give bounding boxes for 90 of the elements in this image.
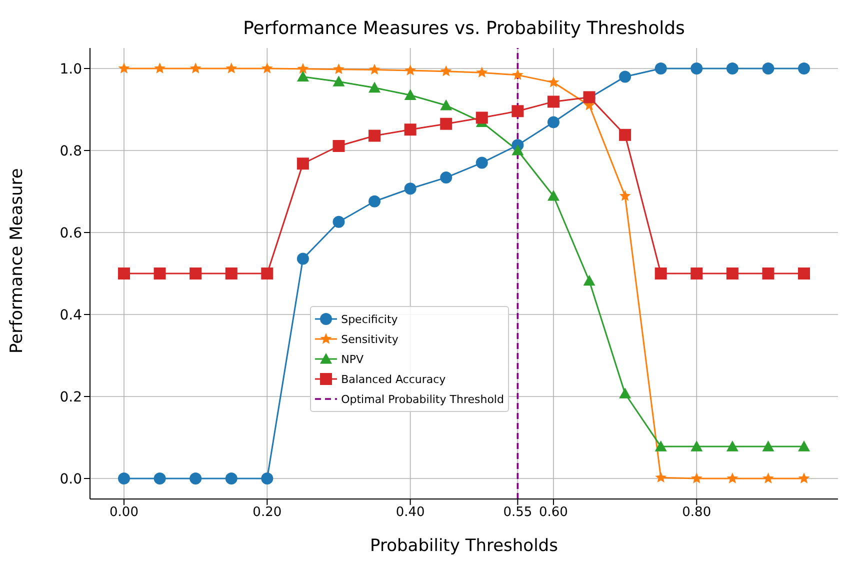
- y-tick-label: 0.4: [60, 307, 82, 324]
- point: [690, 62, 703, 74]
- point: [547, 96, 560, 108]
- point: [296, 158, 309, 170]
- point: [333, 63, 344, 74]
- point: [762, 440, 774, 452]
- point: [762, 268, 774, 280]
- point: [226, 62, 238, 74]
- point: [619, 388, 632, 398]
- point: [261, 268, 274, 280]
- point: [296, 252, 309, 265]
- x-tick-label: 0.00: [110, 505, 138, 520]
- point: [190, 472, 202, 484]
- x-axis-title: Probability Thresholds: [370, 536, 558, 556]
- point: [404, 64, 416, 76]
- point: [332, 76, 345, 86]
- y-tick-label: 1.0: [60, 61, 82, 78]
- legend-label: Sensitivity: [341, 332, 398, 346]
- point: [512, 144, 524, 156]
- point: [548, 76, 560, 88]
- point: [154, 268, 166, 280]
- point: [547, 116, 560, 128]
- point: [261, 472, 274, 484]
- point: [404, 124, 416, 136]
- point: [476, 112, 488, 124]
- point: [368, 195, 381, 208]
- point: [690, 472, 702, 484]
- point: [798, 62, 810, 74]
- point: [690, 440, 703, 452]
- point: [619, 70, 632, 83]
- point: [404, 89, 416, 100]
- point: [583, 274, 596, 286]
- point: [118, 62, 130, 74]
- ref-line-label: Optimal Probability Threshold: [341, 392, 504, 406]
- point: [368, 64, 380, 75]
- point: [476, 156, 488, 169]
- point: [225, 472, 238, 484]
- point: [440, 65, 452, 76]
- point: [762, 62, 774, 74]
- point: [440, 172, 452, 184]
- legend-label: Balanced Accuracy: [341, 372, 446, 386]
- point: [368, 130, 381, 142]
- y-tick-label: 0.6: [60, 225, 82, 242]
- point: [190, 62, 202, 74]
- point: [440, 99, 452, 110]
- point: [798, 440, 810, 452]
- x-tick-label: 0.60: [538, 505, 568, 520]
- y-tick-label: 0.8: [60, 143, 82, 160]
- point: [726, 62, 738, 74]
- point: [225, 268, 238, 280]
- point: [654, 268, 667, 280]
- x-tick-label: 0.40: [396, 505, 425, 520]
- point: [440, 118, 452, 130]
- point: [655, 472, 667, 483]
- point: [762, 472, 774, 484]
- point: [190, 268, 202, 280]
- chart-title: Performance Measures vs. Probability Thresholds: [242, 18, 686, 39]
- point: [154, 472, 166, 484]
- point: [368, 82, 381, 93]
- x-tick-label: 0.80: [682, 505, 712, 520]
- legend-label: NPV: [341, 352, 364, 366]
- point: [512, 69, 524, 80]
- point: [726, 268, 738, 280]
- point: [547, 190, 560, 201]
- y-axis-title: Performance Measure: [7, 168, 28, 354]
- point: [512, 105, 524, 118]
- point: [154, 62, 166, 74]
- point: [404, 182, 416, 195]
- point: [118, 472, 130, 484]
- legend-label: Specificity: [341, 312, 398, 326]
- point: [798, 268, 810, 280]
- point: [798, 472, 810, 484]
- y-tick-label: 0.2: [60, 389, 82, 406]
- point: [619, 128, 632, 141]
- x-tick-label: 0.55: [503, 505, 532, 520]
- point: [726, 440, 738, 452]
- point: [332, 140, 345, 152]
- point: [690, 268, 703, 280]
- point: [476, 66, 488, 78]
- point: [332, 216, 345, 228]
- point: [619, 190, 631, 201]
- point: [296, 70, 309, 82]
- point: [654, 62, 667, 74]
- point: [118, 268, 130, 280]
- point: [726, 472, 738, 484]
- point: [654, 440, 667, 452]
- point: [297, 62, 309, 74]
- y-tick-label: 0.0: [60, 471, 82, 488]
- x-tick-label: 0.20: [252, 505, 282, 520]
- point: [261, 62, 273, 74]
